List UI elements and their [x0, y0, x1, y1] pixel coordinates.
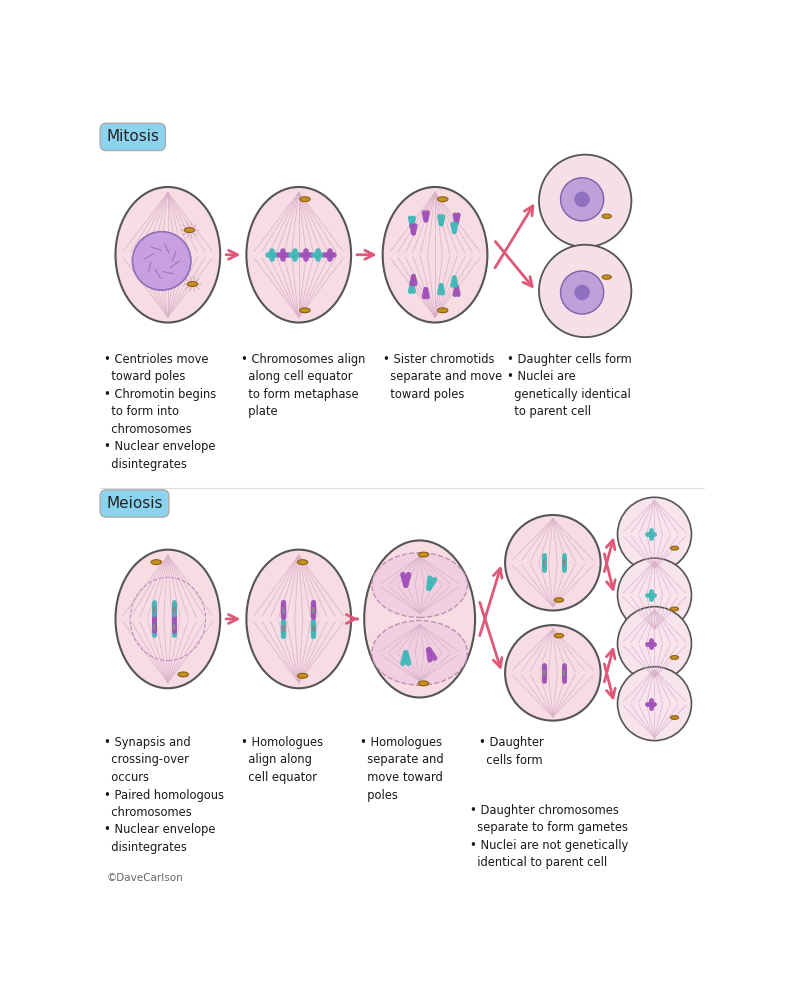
Ellipse shape — [554, 633, 564, 638]
Ellipse shape — [618, 497, 692, 571]
Ellipse shape — [298, 560, 308, 565]
Ellipse shape — [178, 672, 188, 677]
Ellipse shape — [115, 187, 221, 323]
Ellipse shape — [246, 187, 351, 323]
Ellipse shape — [300, 308, 310, 313]
Ellipse shape — [505, 625, 601, 721]
Ellipse shape — [246, 550, 351, 688]
Circle shape — [133, 232, 191, 290]
Text: • Homologues
  separate and
  move toward
  poles: • Homologues separate and move toward po… — [360, 736, 444, 802]
Text: • Homologues
  align along
  cell equator: • Homologues align along cell equator — [241, 736, 323, 784]
Ellipse shape — [670, 607, 678, 611]
Ellipse shape — [539, 245, 631, 337]
Circle shape — [560, 178, 604, 221]
Ellipse shape — [505, 515, 601, 610]
Ellipse shape — [372, 553, 467, 617]
Circle shape — [560, 271, 604, 314]
Ellipse shape — [437, 308, 448, 313]
Ellipse shape — [554, 598, 564, 602]
Text: • Daughter cells form
• Nuclei are
  genetically identical
  to parent cell: • Daughter cells form • Nuclei are genet… — [506, 353, 631, 418]
Ellipse shape — [602, 214, 612, 218]
Ellipse shape — [115, 550, 221, 688]
Text: ©DaveCarlson: ©DaveCarlson — [106, 873, 183, 883]
Circle shape — [575, 285, 590, 300]
Text: • Daughter chromosomes
  separate to form gametes
• Nuclei are not genetically
 : • Daughter chromosomes separate to form … — [469, 804, 628, 869]
Ellipse shape — [300, 197, 310, 202]
Text: • Synapsis and
  crossing-over
  occurs
• Paired homologous
  chromosomes
• Nucl: • Synapsis and crossing-over occurs • Pa… — [104, 736, 224, 854]
Ellipse shape — [618, 607, 692, 681]
Ellipse shape — [618, 558, 692, 632]
Text: • Centrioles move
  toward poles
• Chromotin begins
  to form into
  chromosomes: • Centrioles move toward poles • Chromot… — [104, 353, 216, 471]
Ellipse shape — [382, 187, 487, 323]
Ellipse shape — [670, 716, 678, 719]
Text: Mitosis: Mitosis — [106, 129, 159, 144]
Circle shape — [575, 192, 590, 207]
Ellipse shape — [602, 275, 612, 279]
Ellipse shape — [618, 667, 692, 741]
Text: • Daughter
  cells form: • Daughter cells form — [479, 736, 544, 766]
Ellipse shape — [364, 540, 475, 698]
Ellipse shape — [372, 620, 467, 685]
Ellipse shape — [184, 228, 195, 233]
Ellipse shape — [670, 546, 678, 550]
Ellipse shape — [151, 560, 162, 565]
Ellipse shape — [539, 155, 631, 247]
Ellipse shape — [437, 197, 448, 202]
Ellipse shape — [418, 552, 429, 557]
Ellipse shape — [188, 282, 198, 286]
Text: Meiosis: Meiosis — [106, 496, 162, 511]
Text: • Sister chromotids
  separate and move
  toward poles: • Sister chromotids separate and move to… — [383, 353, 502, 401]
Text: • Chromosomes align
  along cell equator
  to form metaphase
  plate: • Chromosomes align along cell equator t… — [241, 353, 365, 418]
Ellipse shape — [298, 673, 308, 678]
Ellipse shape — [670, 656, 678, 659]
Ellipse shape — [418, 681, 429, 686]
